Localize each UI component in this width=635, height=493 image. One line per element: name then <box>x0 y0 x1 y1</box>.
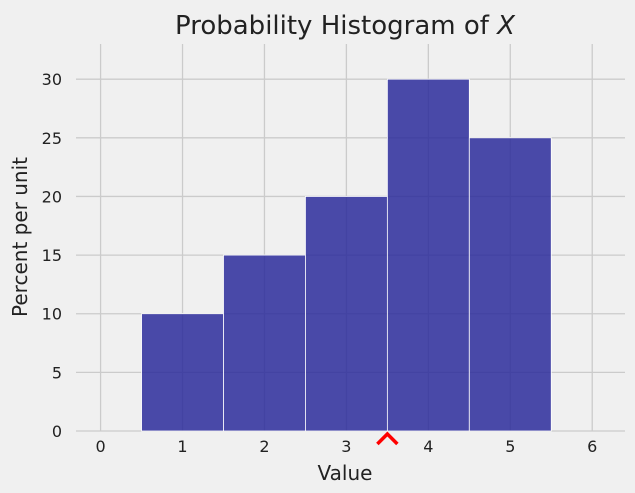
y-axis-label: Percent per unit <box>8 157 32 317</box>
mean-marker-caret <box>376 431 399 446</box>
histogram-bar <box>305 196 388 432</box>
y-tick-label: 30 <box>42 70 62 89</box>
x-axis-label: Value <box>318 461 373 485</box>
x-tick-label: 1 <box>177 437 187 456</box>
y-tick-label: 0 <box>52 422 62 441</box>
y-tick-label: 15 <box>42 246 62 265</box>
histogram-bar <box>386 78 470 432</box>
bars <box>141 78 552 432</box>
histogram-bar <box>223 254 306 432</box>
y-tick-label: 25 <box>42 129 62 148</box>
chart-title: Probability Histogram of X <box>175 11 516 41</box>
histogram-bar <box>468 137 552 432</box>
x-tick-label: 5 <box>505 437 515 456</box>
x-tick-label: 4 <box>423 437 433 456</box>
y-tick-label: 10 <box>42 305 62 324</box>
y-tick-label: 5 <box>52 363 62 382</box>
x-tick-label: 3 <box>341 437 351 456</box>
x-tick-label: 0 <box>95 437 105 456</box>
x-tick-label: 6 <box>587 437 597 456</box>
x-tick-labels: 0 1 2 3 4 5 6 <box>95 437 597 456</box>
y-tick-label: 20 <box>42 187 62 206</box>
histogram-bar <box>141 313 224 432</box>
mean-marker <box>376 431 399 446</box>
x-tick-label: 2 <box>259 437 269 456</box>
y-tick-labels: 0 5 10 15 20 25 30 <box>42 70 62 441</box>
